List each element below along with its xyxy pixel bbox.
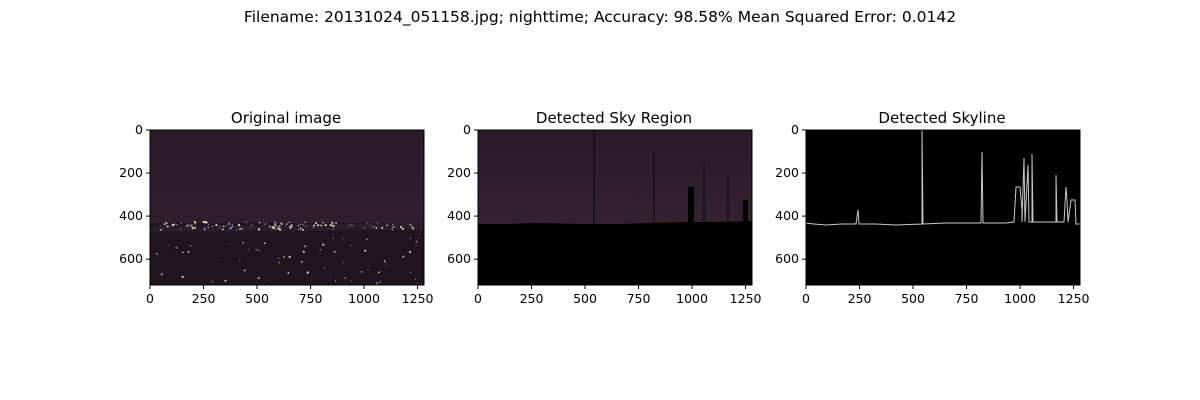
panel-original-image: Original image 0 250 500 750 1000 1250 0 200 400… [119,109,433,306]
panel-title: Detected Sky Region [536,109,692,127]
panel-title: Detected Skyline [878,109,1005,127]
y-tick-label: 200 [447,165,471,180]
x-tick-label: 1250 [730,291,762,306]
x-tick-label: 500 [245,291,269,306]
x-tick-label: 0 [146,291,154,306]
skyline-edge [805,129,1080,226]
image-area [149,129,425,286]
x-tick-label: 1000 [1004,291,1036,306]
x-tick-label: 750 [627,291,651,306]
city-lights [159,220,415,231]
y-tick-label: 400 [447,208,471,223]
x-tick-label: 500 [901,291,925,306]
x-tick-label: 0 [474,291,482,306]
x-tick-label: 250 [192,291,216,306]
x-tick-label: 0 [802,291,810,306]
axes: 0 250 500 750 1000 1250 0 200 400 600 [119,122,433,306]
x-tick-label: 500 [573,291,597,306]
x-tick-label: 1250 [402,291,434,306]
axes: 0 250 500 750 1000 1250 0 200 400 600 [775,122,1089,306]
x-tick-label: 250 [848,291,872,306]
y-tick-label: 600 [775,251,799,266]
horizon-band [150,222,424,232]
x-tick-label: 1000 [676,291,708,306]
y-tick-label: 0 [135,122,143,137]
panel-detected-sky-region: Detected Sky Region 0 250 500 750 1000 1250 0 2… [447,109,761,306]
y-tick-label: 200 [119,165,143,180]
tower-mask [743,200,748,222]
y-tick-label: 0 [791,122,799,137]
x-tick-label: 250 [520,291,544,306]
y-tick-label: 600 [119,251,143,266]
y-tick-label: 400 [775,208,799,223]
axes: 0 250 500 750 1000 1250 0 200 400 600 [447,122,761,306]
panel-detected-skyline: Detected Skyline 0 250 500 750 1000 1250 0 200 4… [775,109,1089,306]
panel-title: Original image [231,109,341,127]
image-area [805,129,1081,286]
x-tick-label: 1000 [348,291,380,306]
non-sky-mask [478,221,752,285]
y-tick-label: 400 [119,208,143,223]
x-tick-label: 1250 [1058,291,1090,306]
figure-suptitle: Filename: 20131024_051158.jpg; nighttime… [243,8,957,26]
ground-lights [155,237,419,285]
tower-mask [688,187,694,224]
x-tick-label: 750 [299,291,323,306]
y-tick-label: 0 [463,122,471,137]
y-tick-label: 200 [775,165,799,180]
ground [150,223,424,285]
x-tick-label: 750 [955,291,979,306]
y-tick-label: 600 [447,251,471,266]
image-area [477,129,753,286]
edge-background [806,130,1080,285]
